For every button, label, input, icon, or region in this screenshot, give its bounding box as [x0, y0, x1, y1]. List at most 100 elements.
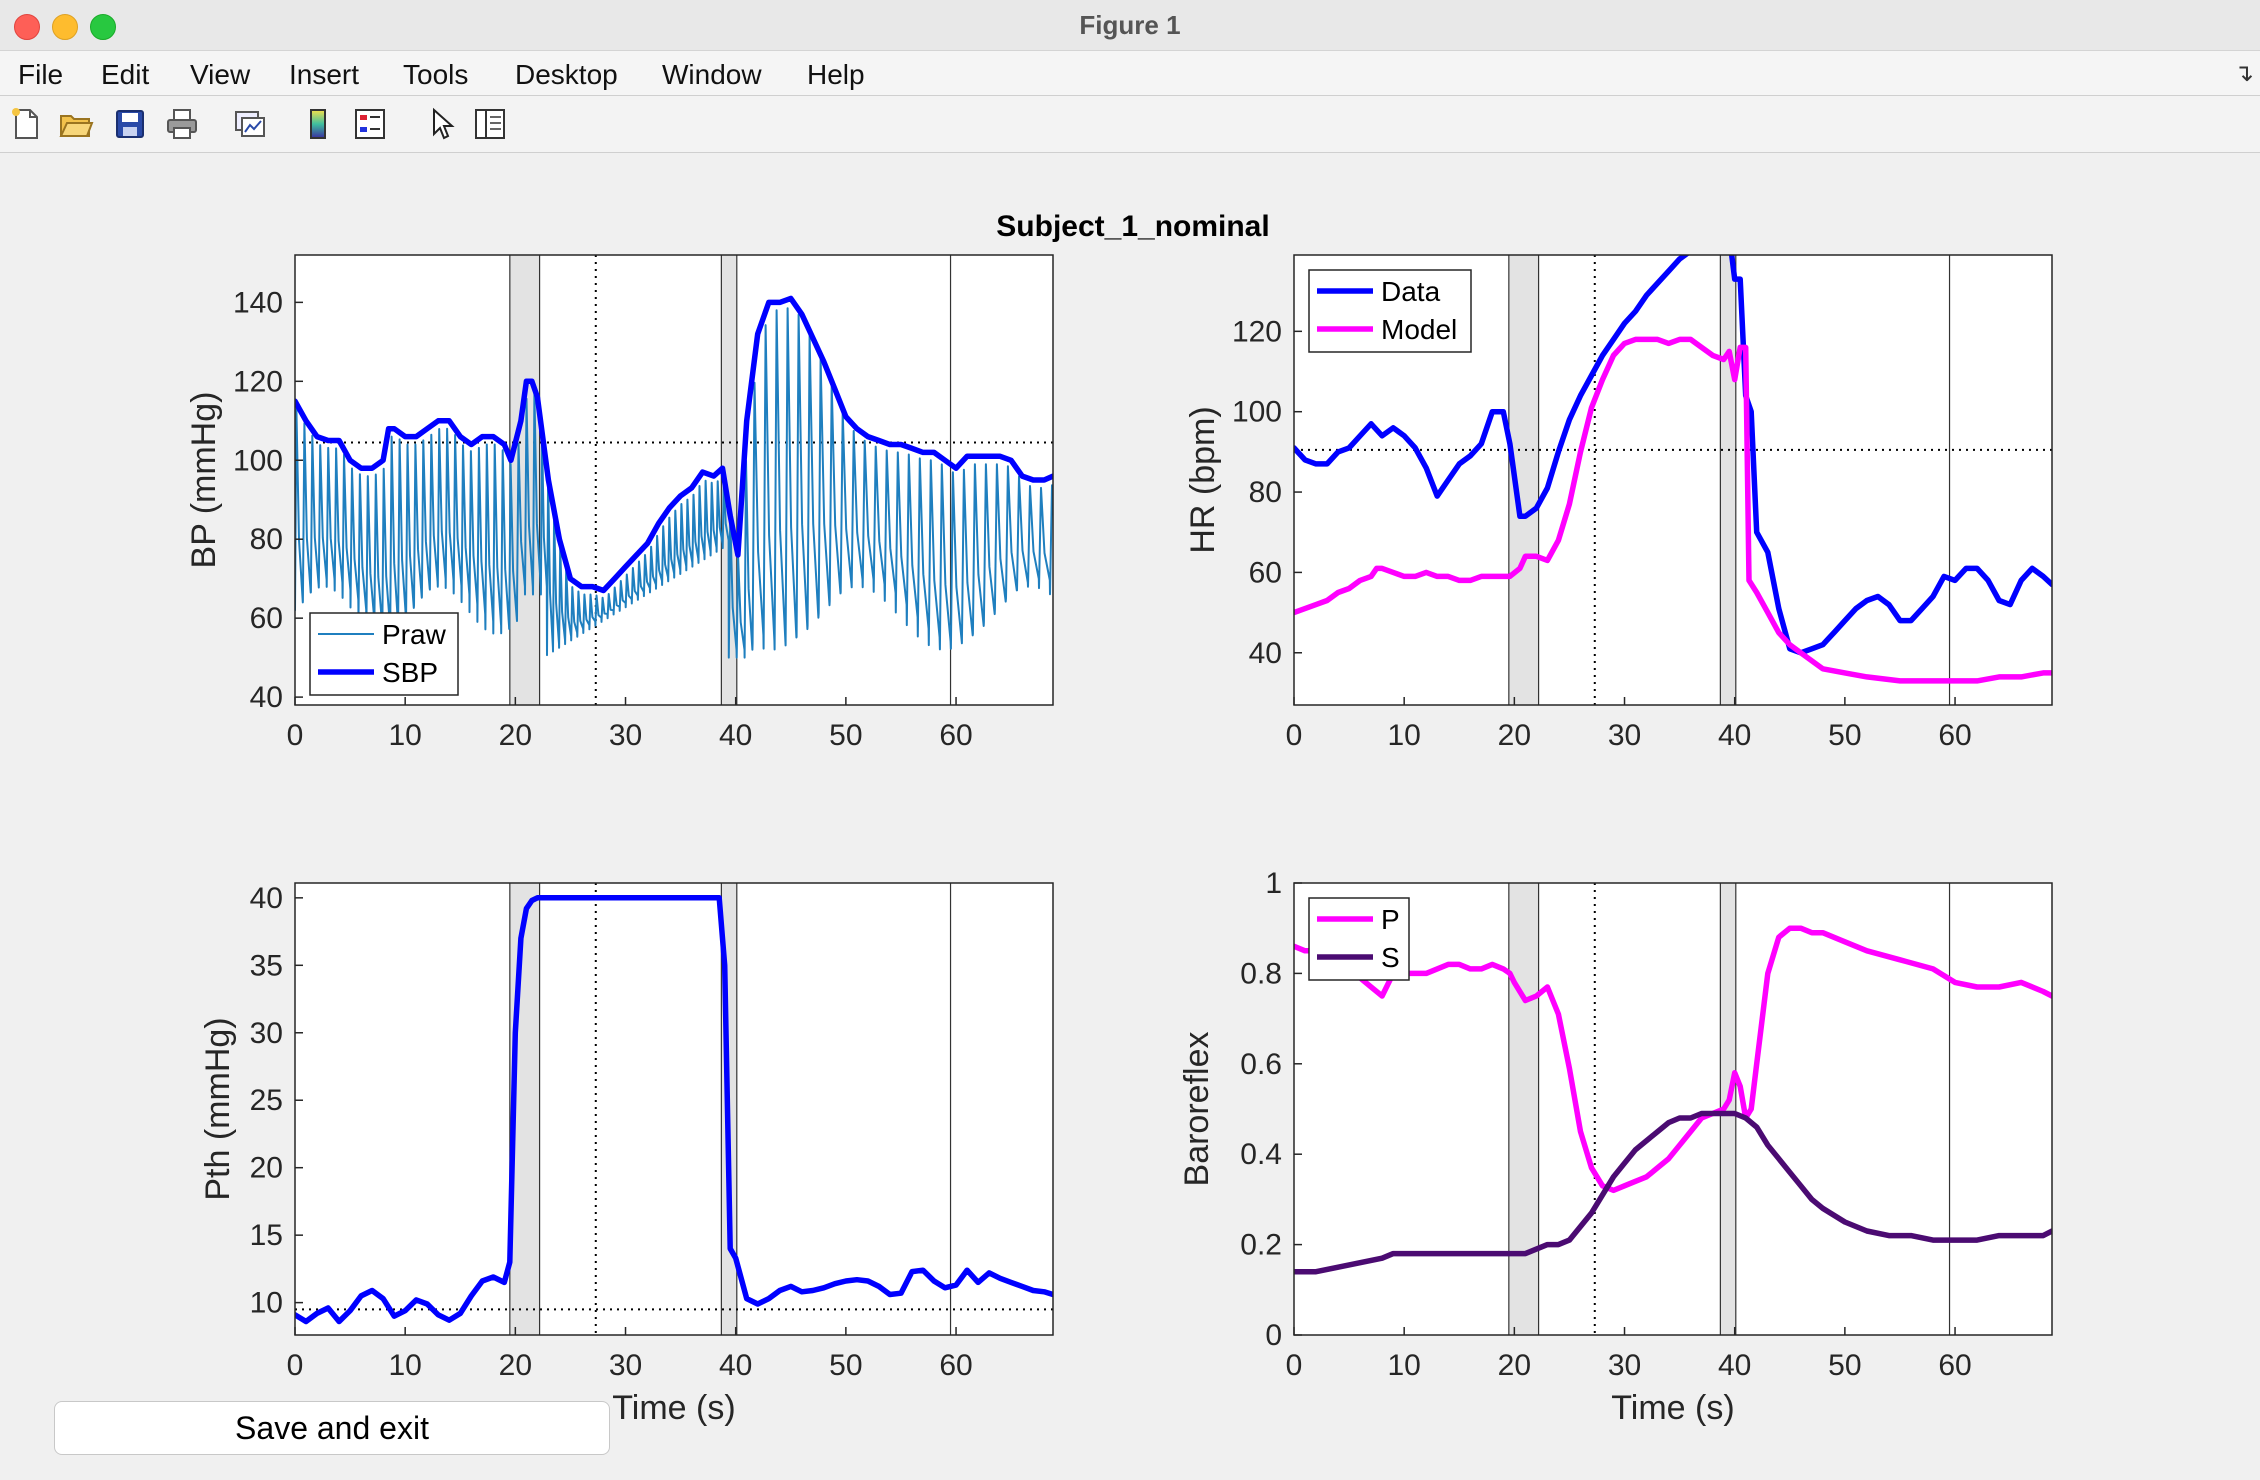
baro-legend-label-s: S: [1381, 942, 1400, 973]
save-and-exit-button[interactable]: Save and exit: [54, 1401, 610, 1455]
baro-shaded-span: [1508, 883, 1539, 1335]
bp-x-tick-label: 30: [609, 719, 642, 752]
hr-x-tick-label: 10: [1387, 719, 1420, 752]
hr-series-data: [1294, 255, 2052, 656]
baro-x-tick-label: 20: [1498, 1349, 1531, 1382]
menu-window[interactable]: Window: [662, 59, 762, 90]
hr-legend-label-model: Model: [1381, 314, 1457, 345]
bp-plot-region: [295, 255, 1053, 705]
bp-x-tick-label: 20: [499, 719, 532, 752]
hr-legend-label-data: Data: [1381, 276, 1441, 307]
bp-x-tick-label: 0: [287, 719, 304, 752]
hr-x-tick-label: 40: [1718, 719, 1751, 752]
pth-y-tick-label: 35: [250, 949, 283, 982]
menu-insert[interactable]: Insert: [289, 59, 360, 90]
hr-axes-frame: [1293, 254, 2053, 706]
baro-y-tick-label: 0.2: [1240, 1229, 1282, 1262]
pth-axes-frame: [294, 882, 1054, 1336]
link-plot-icon[interactable]: [232, 106, 268, 142]
baro-y-tick-label: 0.6: [1240, 1048, 1282, 1081]
hr-y-tick-label: 120: [1232, 315, 1282, 348]
hr-y-axis-label: HR (bpm): [1184, 406, 1222, 553]
baro-x-tick-label: 30: [1608, 1349, 1641, 1382]
bp-legend: Praw SBP: [309, 612, 459, 696]
baro-series-s: [1294, 1110, 2052, 1275]
print-icon[interactable]: [164, 106, 200, 142]
bp-y-tick-label: 80: [250, 523, 283, 556]
pth-x-tick-label: 60: [939, 1349, 972, 1382]
bp-y-tick-label: 40: [250, 681, 283, 714]
window-title: Figure 1: [1079, 10, 1181, 40]
pth-y-tick-label: 15: [250, 1219, 283, 1252]
menu-bar: File Edit View Insert Tools Desktop Wind…: [0, 51, 2260, 96]
pth-y-tick-label: 30: [250, 1017, 283, 1050]
baro-legend-label-p: P: [1381, 904, 1400, 935]
bp-y-axis-label: BP (mmHg): [185, 392, 223, 569]
baro-x-tick-label: 10: [1387, 1349, 1420, 1382]
baro-x-tick-label: 60: [1938, 1349, 1971, 1382]
baro-axes-frame: [1293, 882, 2053, 1336]
bp-axes-frame: [294, 254, 1054, 706]
menu-tools[interactable]: Tools: [403, 59, 469, 90]
figure-toolbar: [0, 96, 2260, 153]
bp-legend-label-praw: Praw: [382, 619, 447, 650]
baro-y-tick-label: 0.8: [1240, 957, 1282, 990]
pth-x-tick-label: 30: [609, 1349, 642, 1382]
menu-file[interactable]: File: [18, 59, 64, 90]
pth-y-tick-label: 40: [250, 882, 283, 915]
hr-x-tick-label: 20: [1498, 719, 1531, 752]
menu-edit[interactable]: Edit: [101, 59, 150, 90]
new-figure-icon[interactable]: [8, 106, 44, 142]
pth-y-axis-label: Pth (mmHg): [199, 1017, 237, 1200]
menu-desktop[interactable]: Desktop: [515, 59, 618, 90]
hr-axes: 0 10 20 30 40 50 60 40 60 80 100 120 HR (bpm) Data Mod…: [1184, 254, 2053, 752]
pth-x-axis-label: Time (s): [612, 1389, 735, 1427]
bp-x-tick-label: 40: [719, 719, 752, 752]
baro-legend-box: [1308, 897, 1410, 981]
pth-plot-background: [295, 883, 1053, 1335]
pth-plot-region: [295, 883, 1053, 1335]
menu-view[interactable]: View: [190, 59, 251, 90]
window-titlebar: Figure 1: [0, 0, 2260, 51]
pointer-icon[interactable]: [424, 106, 460, 142]
menu-help[interactable]: Help: [807, 59, 865, 90]
pth-x-tick-label: 50: [829, 1349, 862, 1382]
baro-shaded-span: [1720, 883, 1736, 1335]
bp-x-tick-label: 50: [829, 719, 862, 752]
hr-x-tick-label: 0: [1286, 719, 1303, 752]
bp-x-tick-label: 10: [388, 719, 421, 752]
hr-y-tick-label: 100: [1232, 396, 1282, 429]
bp-axes: 0 10 20 30 40 50 60 40 60 80 100 120 140 BP (mmHg) Pra…: [185, 254, 1054, 752]
close-window-button[interactable]: [14, 14, 40, 40]
bp-legend-label-sbp: SBP: [382, 657, 438, 688]
minimize-window-button[interactable]: [52, 14, 78, 40]
pth-y-tick-label: 10: [250, 1287, 283, 1320]
toolbar-expand-icon[interactable]: ↴: [2233, 60, 2254, 87]
figure-canvas: Subject_1_nominal 0 10 20 30 40 50 60 40 60 80 100 1…: [0, 153, 2260, 1480]
hr-y-tick-label: 80: [1249, 476, 1282, 509]
bp-y-tick-label: 120: [233, 365, 283, 398]
pth-x-tick-label: 40: [719, 1349, 752, 1382]
pth-y-tick-label: 25: [250, 1084, 283, 1117]
baro-y-tick-label: 0: [1265, 1319, 1282, 1352]
baro-y-tick-label: 1: [1265, 867, 1282, 900]
hr-shaded-span: [1720, 255, 1736, 705]
save-icon[interactable]: [112, 106, 148, 142]
baro-x-tick-label: 50: [1828, 1349, 1861, 1382]
baro-axes: 0 10 20 30 40 50 60 0 0.2 0.4 0.6 0.8 1 Time (s) Baror…: [1178, 867, 2053, 1427]
open-file-icon[interactable]: [58, 106, 94, 142]
legend-icon[interactable]: [352, 106, 388, 142]
bp-y-tick-label: 140: [233, 286, 283, 319]
pth-x-tick-label: 0: [287, 1349, 304, 1382]
hr-y-tick-label: 40: [1249, 637, 1282, 670]
pth-y-tick-label: 20: [250, 1152, 283, 1185]
bp-series-sbp: [295, 295, 1053, 594]
bp-y-tick-label: 100: [233, 444, 283, 477]
property-inspector-icon[interactable]: [472, 106, 508, 142]
pth-x-tick-label: 10: [388, 1349, 421, 1382]
colorbar-icon[interactable]: [300, 106, 336, 142]
zoom-window-button[interactable]: [90, 14, 116, 40]
pth-series-pth: [295, 895, 1053, 1325]
